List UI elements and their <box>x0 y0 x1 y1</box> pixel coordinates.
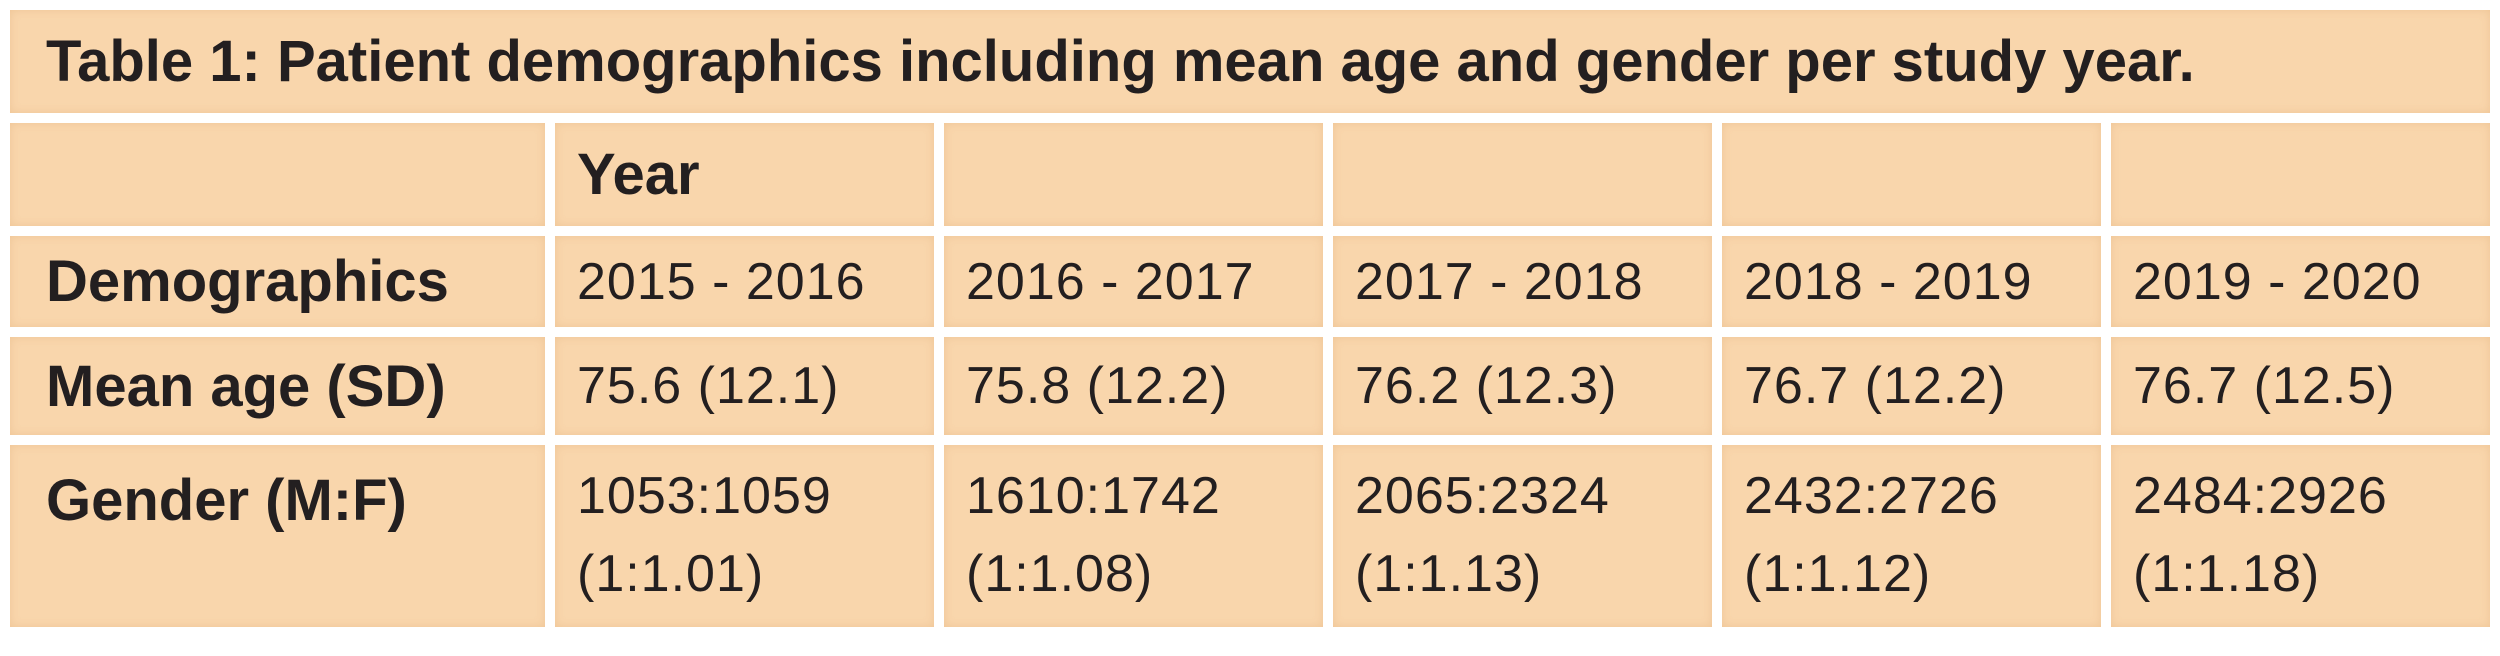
header-empty-cell <box>944 123 1323 226</box>
year-range-cell: 2018 - 2019 <box>1722 236 2101 327</box>
mean-age-cell: 76.2 (12.3) <box>1333 337 1712 435</box>
gender-ratio: (1:1.08) <box>966 545 1154 603</box>
gender-cell: 1053:1059 (1:1.01) <box>555 445 934 627</box>
header-empty-cell <box>1333 123 1712 226</box>
demographics-row: Demographics 2015 - 2016 2016 - 2017 201… <box>10 236 2491 327</box>
gender-counts: 2484:2926 <box>2133 467 2388 525</box>
gender-counts: 1053:1059 <box>577 467 832 525</box>
year-range-cell: 2019 - 2020 <box>2111 236 2491 327</box>
row-label-demographics: Demographics <box>10 236 545 327</box>
year-range-cell: 2015 - 2016 <box>555 236 934 327</box>
gender-ratio: (1:1.13) <box>1355 545 1543 603</box>
gender-counts: 2432:2726 <box>1744 467 1999 525</box>
gender-ratio: (1:1.01) <box>577 545 765 603</box>
gender-ratio: (1:1.18) <box>2133 545 2321 603</box>
gender-ratio: (1:1.12) <box>1744 545 1932 603</box>
year-header-row: Year <box>10 123 2491 226</box>
mean-age-cell: 76.7 (12.5) <box>2111 337 2491 435</box>
gender-cell: 2065:2324 (1:1.13) <box>1333 445 1712 627</box>
mean-age-cell: 75.8 (12.2) <box>944 337 1323 435</box>
header-empty-cell <box>2111 123 2491 226</box>
table-title-row: Table 1: Patient demographics including … <box>10 10 2491 113</box>
gender-counts: 2065:2324 <box>1355 467 1610 525</box>
gender-row: Gender (M:F) 1053:1059 (1:1.01) 1610:174… <box>10 445 2491 627</box>
table-title: Table 1: Patient demographics including … <box>10 10 2491 113</box>
patient-demographics-table: Table 1: Patient demographics including … <box>10 10 2491 627</box>
row-label-gender: Gender (M:F) <box>10 445 545 627</box>
row-label-mean-age: Mean age (SD) <box>10 337 545 435</box>
year-range-cell: 2016 - 2017 <box>944 236 1323 327</box>
mean-age-cell: 75.6 (12.1) <box>555 337 934 435</box>
header-empty-cell <box>1722 123 2101 226</box>
mean-age-cell: 76.7 (12.2) <box>1722 337 2101 435</box>
gender-cell: 2484:2926 (1:1.18) <box>2111 445 2491 627</box>
year-header-label: Year <box>555 123 934 226</box>
year-range-cell: 2017 - 2018 <box>1333 236 1712 327</box>
corner-empty-cell <box>10 123 545 226</box>
gender-counts: 1610:1742 <box>966 467 1221 525</box>
mean-age-row: Mean age (SD) 75.6 (12.1) 75.8 (12.2) 76… <box>10 337 2491 435</box>
gender-cell: 1610:1742 (1:1.08) <box>944 445 1323 627</box>
gender-cell: 2432:2726 (1:1.12) <box>1722 445 2101 627</box>
